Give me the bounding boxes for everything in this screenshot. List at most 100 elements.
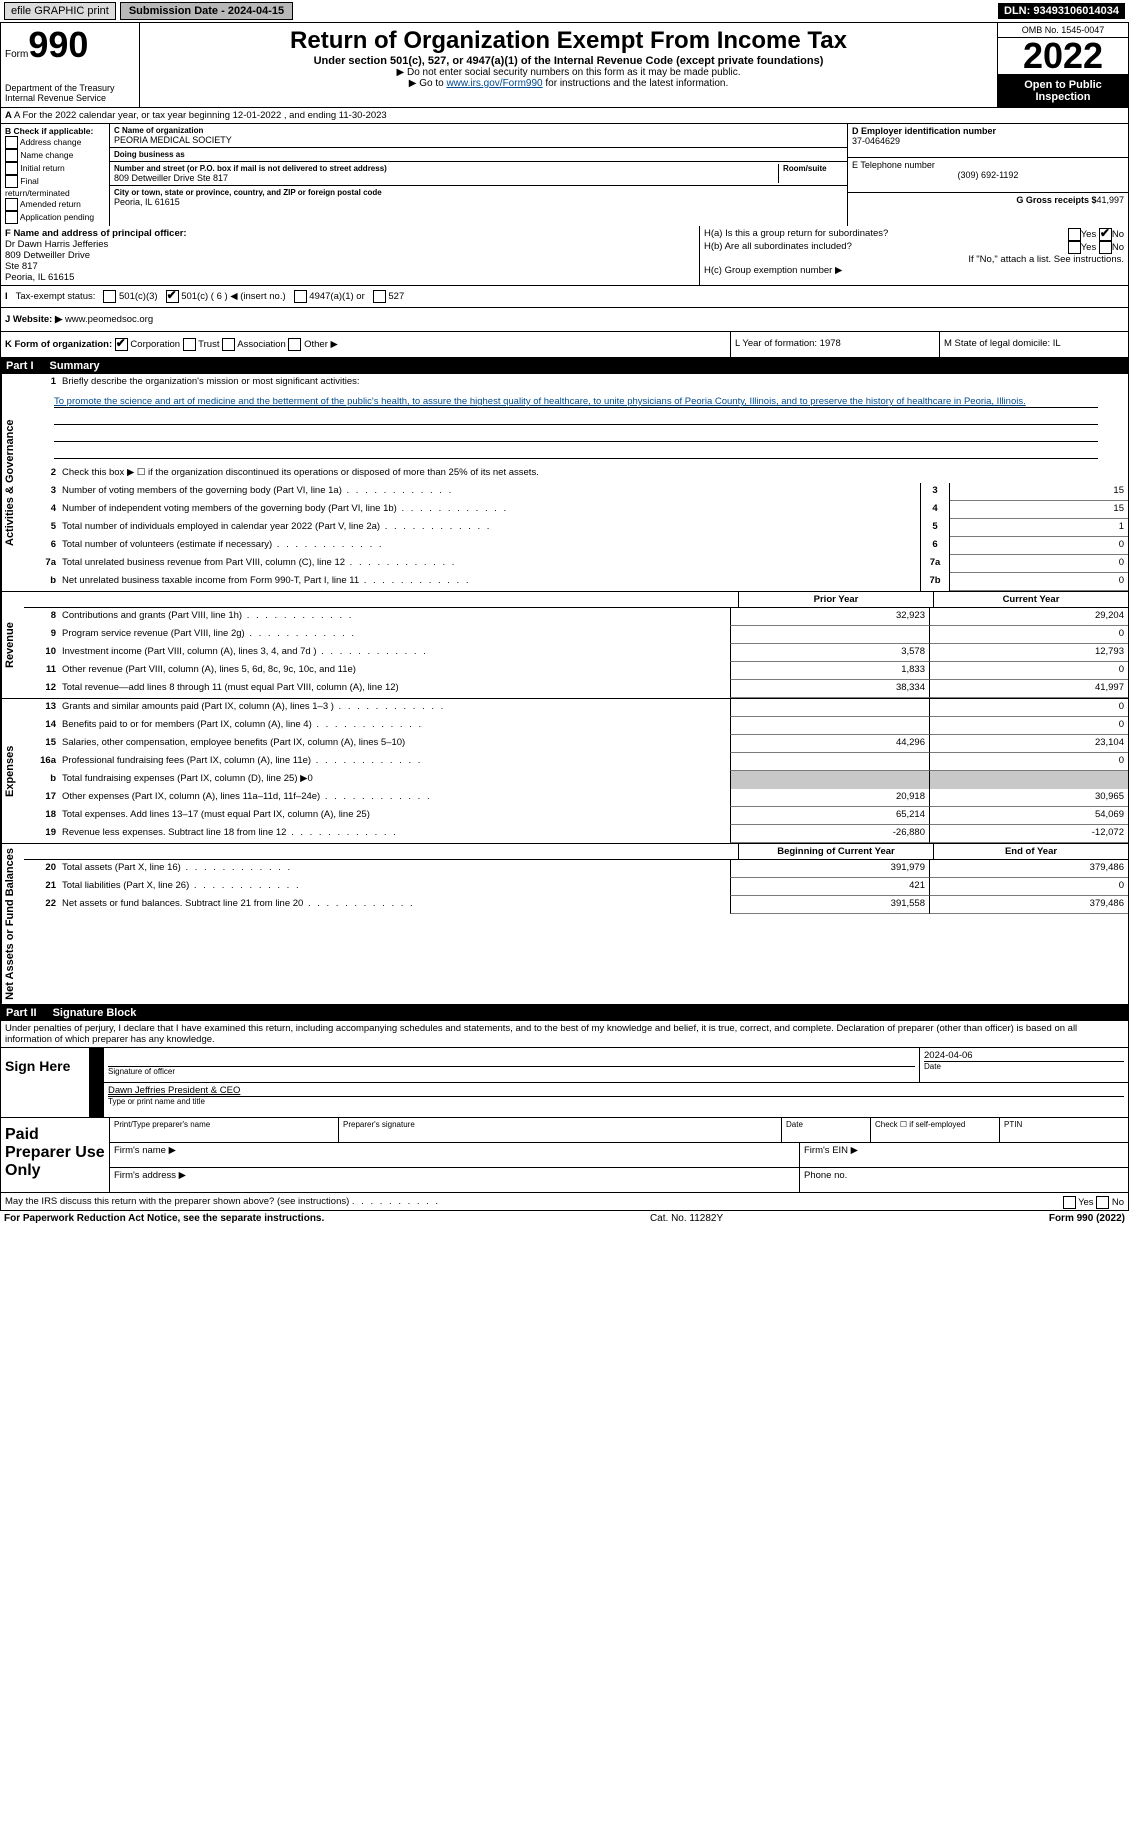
cb-hb-no[interactable] xyxy=(1099,241,1112,254)
ha-label: H(a) Is this a group return for subordin… xyxy=(704,228,888,241)
cb-application-pending[interactable] xyxy=(5,211,18,224)
phone-row: E Telephone number (309) 692-1192 xyxy=(848,158,1128,192)
cb-address-change[interactable] xyxy=(5,136,18,149)
revenue-section: Revenue Prior Year Current Year 8Contrib… xyxy=(1,592,1128,699)
part1-num: Part I xyxy=(6,360,34,372)
print-name-label: Print/Type preparer's name xyxy=(114,1120,334,1129)
may-irs-text: May the IRS discuss this return with the… xyxy=(5,1196,349,1207)
line19-desc: Revenue less expenses. Subtract line 18 … xyxy=(62,827,286,838)
opt-other: Other ▶ xyxy=(304,339,338,350)
cb-ha-no[interactable] xyxy=(1099,228,1112,241)
line2-desc: Check this box ▶ ☐ if the organization d… xyxy=(60,465,1128,483)
phone-label: E Telephone number xyxy=(852,160,935,170)
street-row: Number and street (or P.O. box if mail i… xyxy=(110,162,847,186)
p20: 391,979 xyxy=(730,860,929,878)
irs-link[interactable]: www.irs.gov/Form990 xyxy=(446,78,542,89)
cb-527[interactable] xyxy=(373,290,386,303)
row-l: L Year of formation: 1978 xyxy=(731,332,940,357)
c12: 41,997 xyxy=(929,680,1128,698)
sig-date: 2024-04-06 xyxy=(924,1050,1124,1061)
cb-amended-return[interactable] xyxy=(5,198,18,211)
instruction-ssn: ▶ Do not enter social security numbers o… xyxy=(144,67,993,78)
identity-block: B Check if applicable: Address change Na… xyxy=(0,124,1129,226)
city-value: Peoria, IL 61615 xyxy=(114,197,843,207)
governance-section: Activities & Governance 1Briefly describ… xyxy=(1,374,1128,592)
line7b-desc: Net unrelated business taxable income fr… xyxy=(62,575,359,586)
cb-assoc[interactable] xyxy=(222,338,235,351)
instruction-link: ▶ Go to www.irs.gov/Form990 for instruct… xyxy=(144,78,993,89)
website-label: J Website: ▶ xyxy=(5,314,62,325)
sign-block: Sign Here Signature of officer 2024-04-0… xyxy=(0,1048,1129,1118)
cb-discuss-yes[interactable] xyxy=(1063,1196,1076,1209)
officer-label: F Name and address of principal officer: xyxy=(5,228,187,239)
cb-501c[interactable] xyxy=(166,290,179,303)
part2-num: Part II xyxy=(6,1007,37,1019)
p16a xyxy=(730,753,929,771)
c16a: 0 xyxy=(929,753,1128,771)
ein-value: 37-0464629 xyxy=(852,136,900,146)
p12: 38,334 xyxy=(730,680,929,698)
row-a-text: A For the 2022 calendar year, or tax yea… xyxy=(14,110,387,121)
val6: 0 xyxy=(950,537,1128,555)
form-word: Form xyxy=(5,49,28,60)
line14-desc: Benefits paid to or for members (Part IX… xyxy=(62,719,312,730)
ein-label: D Employer identification number xyxy=(852,126,996,136)
street-value: 809 Detweiller Drive Ste 817 xyxy=(114,173,774,183)
expenses-section: Expenses 13Grants and similar amounts pa… xyxy=(1,699,1128,844)
c16b-shaded xyxy=(929,771,1128,789)
begin-year-hdr: Beginning of Current Year xyxy=(738,844,933,859)
sig-arrow1 xyxy=(90,1048,104,1082)
form-number: 990 xyxy=(28,24,88,65)
form-header: Form990 Department of the Treasury Inter… xyxy=(0,22,1129,108)
opt-address-change: Address change xyxy=(20,137,81,147)
cb-trust[interactable] xyxy=(183,338,196,351)
hb-no: No xyxy=(1112,242,1124,253)
paperwork-notice: For Paperwork Reduction Act Notice, see … xyxy=(4,1213,324,1224)
row-i-tax-exempt: I Tax-exempt status: 501(c)(3) 501(c) ( … xyxy=(0,286,1129,308)
cb-ha-yes[interactable] xyxy=(1068,228,1081,241)
mission-text: To promote the science and art of medici… xyxy=(54,396,1098,408)
c11: 0 xyxy=(929,662,1128,680)
submission-date-button[interactable]: Submission Date - 2024-04-15 xyxy=(120,2,293,20)
cb-discuss-no[interactable] xyxy=(1096,1196,1109,1209)
val5: 1 xyxy=(950,519,1128,537)
line10-desc: Investment income (Part VIII, column (A)… xyxy=(62,646,317,657)
p11: 1,833 xyxy=(730,662,929,680)
cb-initial-return[interactable] xyxy=(5,162,18,175)
p16b-shaded xyxy=(730,771,929,789)
bottom-bar: For Paperwork Reduction Act Notice, see … xyxy=(0,1211,1129,1226)
gross-label: G Gross receipts $ xyxy=(1016,195,1096,205)
opt-501c: 501(c) ( 6 ) ◀ (insert no.) xyxy=(181,291,285,302)
opt-corp: Corporation xyxy=(130,339,180,350)
line1-desc: Briefly describe the organization's miss… xyxy=(60,374,1128,392)
may-irs-row: May the IRS discuss this return with the… xyxy=(0,1193,1129,1211)
end-year-hdr: End of Year xyxy=(933,844,1128,859)
c22: 379,486 xyxy=(929,896,1128,914)
netassets-label: Net Assets or Fund Balances xyxy=(1,844,24,1004)
cb-4947[interactable] xyxy=(294,290,307,303)
room-label: Room/suite xyxy=(783,164,843,173)
val7a: 0 xyxy=(950,555,1128,573)
col-de: D Employer identification number 37-0464… xyxy=(848,124,1128,226)
c13: 0 xyxy=(929,699,1128,717)
cb-name-change[interactable] xyxy=(5,149,18,162)
cb-hb-yes[interactable] xyxy=(1068,241,1081,254)
cb-final-return[interactable] xyxy=(5,175,18,188)
sig-officer-field[interactable]: Signature of officer xyxy=(104,1048,920,1082)
opt-application-pending: Application pending xyxy=(20,212,94,222)
sig-name-field: Dawn Jeffries President & CEO Type or pr… xyxy=(104,1083,1128,1117)
cb-other[interactable] xyxy=(288,338,301,351)
opt-trust: Trust xyxy=(198,339,219,350)
p14 xyxy=(730,717,929,735)
opt-501c3: 501(c)(3) xyxy=(119,291,158,302)
website-url: www.peomedsoc.org xyxy=(65,314,153,325)
c20: 379,486 xyxy=(929,860,1128,878)
cb-501c3[interactable] xyxy=(103,290,116,303)
cb-corp[interactable] xyxy=(115,338,128,351)
irs-label: Internal Revenue Service xyxy=(5,93,135,103)
paid-label: Paid Preparer Use Only xyxy=(1,1118,110,1192)
c8: 29,204 xyxy=(929,608,1128,626)
tax-exempt-label: Tax-exempt status: xyxy=(16,291,96,302)
form-number-block: Form990 Department of the Treasury Inter… xyxy=(1,23,140,107)
val7b: 0 xyxy=(950,573,1128,591)
